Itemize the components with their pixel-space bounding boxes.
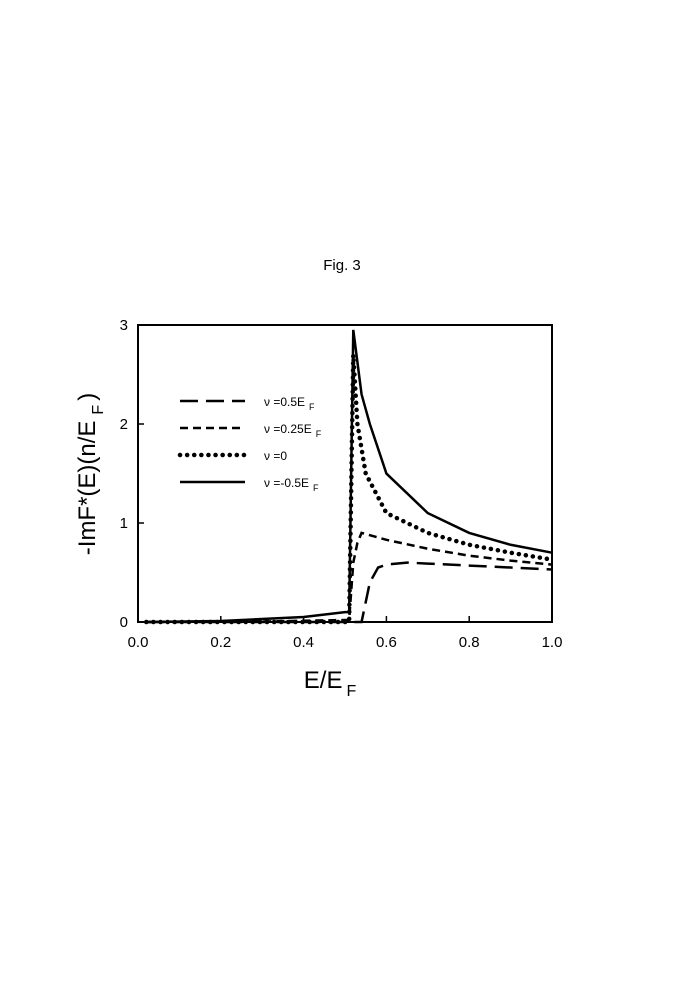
legend-name-sub: F [316,429,322,439]
legend-label: ν =0.5E F [264,395,315,412]
legend-name-sub: F [309,402,315,412]
series-line [146,329,553,624]
series-line [144,354,555,625]
y-tick-label: 0 [120,614,128,631]
legend-name-sub: F [313,483,319,493]
x-tick-label: 0.6 [376,634,397,651]
plot-frame [137,324,553,623]
y-tick-label: 1 [120,515,128,532]
x-tick-label: 0.8 [459,634,480,651]
legend-label: ν =-0.5E F [264,476,319,493]
x-tick-label: 0.2 [210,634,231,651]
x-axis-label-sub: F [346,683,356,700]
y-axis-label-main: -ImF*(E)(n/E [74,421,101,556]
legend-name: ν =0.5E [264,395,305,409]
legend-name: ν =0.25E [264,422,312,436]
y-axis-label: -ImF*(E)(n/E F) [74,393,107,555]
x-axis-label-main: E/E [304,667,343,694]
legend-label: ν =0 [264,449,287,463]
x-axis-label: E/E F [304,667,357,700]
chart-title: Fig. 3 [323,257,361,274]
x-tick-label: 1.0 [542,634,563,651]
x-tick-label: 0.0 [128,634,149,651]
y-axis-label-end: ) [74,393,101,401]
y-tick-label: 3 [120,317,128,334]
legend-name: ν =0 [264,449,287,463]
x-tick-label: 0.4 [293,634,314,651]
legend-name: ν =-0.5E [264,476,309,490]
legend-label: ν =0.25E F [264,422,322,439]
y-tick-label: 2 [120,416,128,433]
y-axis-label-sub: F [90,405,107,415]
